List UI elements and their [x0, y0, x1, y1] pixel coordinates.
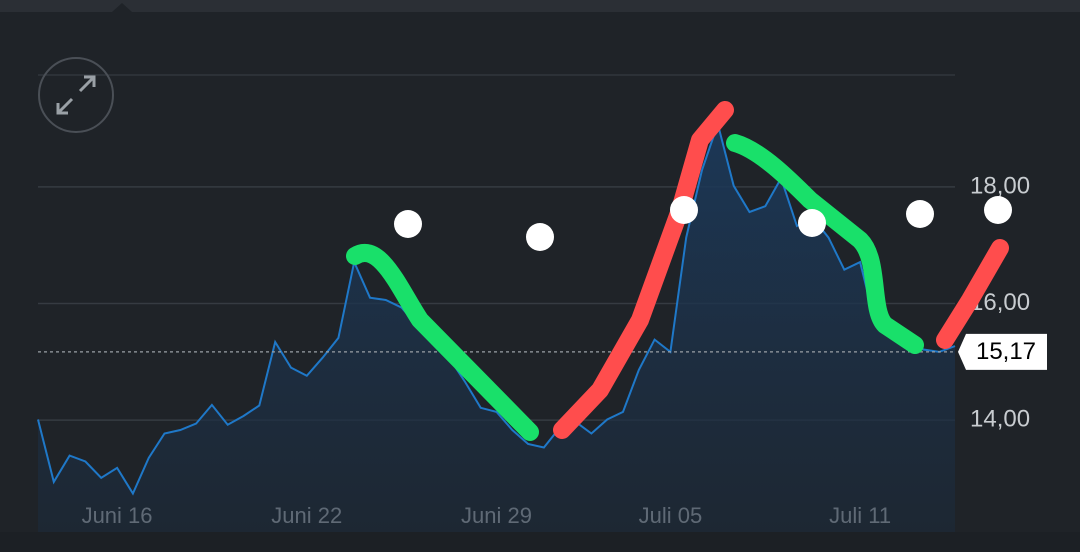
- price-tag: 15,17: [958, 333, 1047, 370]
- dot: [670, 196, 698, 224]
- green-stroke: [726, 134, 924, 354]
- y-tick-label: 18,00: [970, 172, 1030, 199]
- price-tag-box: [958, 333, 1047, 370]
- expand-button[interactable]: [38, 57, 114, 133]
- dot: [906, 200, 934, 228]
- price-tag-label: 15,17: [976, 338, 1036, 365]
- green-stroke: [346, 244, 539, 441]
- bottom-strip: [0, 532, 1080, 552]
- dot: [526, 223, 554, 251]
- expand-circle: [38, 57, 114, 133]
- top-bar: [0, 0, 1080, 12]
- red-stroke: [936, 239, 1009, 349]
- dots: [394, 196, 1012, 251]
- y-tick-label: 14,00: [970, 405, 1030, 432]
- red-stroke: [553, 101, 734, 439]
- notch: [112, 3, 132, 12]
- dot: [394, 210, 422, 238]
- dot: [798, 209, 826, 237]
- annotations: [346, 101, 1009, 441]
- expand-icon: [56, 75, 96, 115]
- area-fill: [38, 124, 955, 532]
- dot: [984, 196, 1012, 224]
